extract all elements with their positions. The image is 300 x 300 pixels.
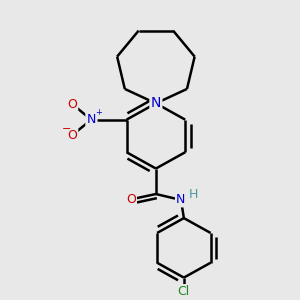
Text: O: O	[67, 129, 77, 142]
Text: +: +	[95, 108, 102, 117]
Text: Cl: Cl	[178, 285, 190, 298]
Text: N: N	[151, 96, 161, 110]
Text: O: O	[67, 98, 77, 111]
Text: H: H	[189, 188, 198, 201]
Text: N: N	[176, 193, 186, 206]
Text: −: −	[62, 124, 71, 134]
Text: N: N	[86, 113, 96, 126]
Text: O: O	[126, 193, 136, 206]
